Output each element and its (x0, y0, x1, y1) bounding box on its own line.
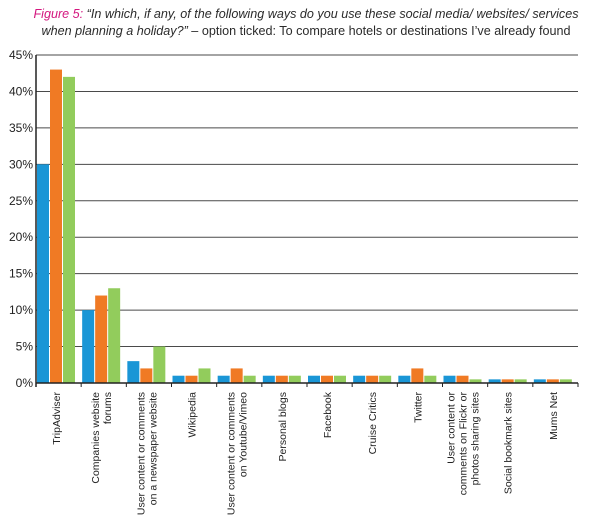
bar-series-3 (108, 288, 121, 383)
bar-series-1 (262, 375, 275, 383)
x-category-label: User content or comments (135, 392, 147, 515)
bar-series-2 (411, 368, 424, 383)
bar-series-1 (398, 375, 411, 383)
x-axis-category-labels: TripAdviser Companies website forums User c… (51, 391, 560, 515)
gridlines (36, 54, 578, 348)
bar-series-3 (334, 375, 346, 383)
bar-series-2 (275, 375, 288, 383)
bar-series-3 (514, 379, 527, 383)
x-category-label: TripAdviser (51, 392, 63, 445)
y-tick-label: 35% (9, 121, 33, 135)
y-tick-label: 10% (9, 303, 33, 317)
bar-series-3 (198, 368, 211, 383)
x-category-label: Companies website (90, 392, 102, 484)
bar-series-2 (50, 69, 62, 384)
bar-series-2 (185, 375, 198, 383)
bar-series-2 (321, 375, 333, 383)
bar-series-2 (456, 375, 469, 383)
figure-label: Figure 5: (33, 7, 84, 21)
x-category-label: photos sharing sites (470, 392, 482, 485)
bar-series-1 (443, 375, 456, 383)
figure-question: “In which, if any, of the following ways… (41, 7, 579, 38)
x-category-label: Social bookmark sites (503, 392, 515, 494)
x-category-label: Wikipedia (187, 392, 199, 438)
bar-series-3 (243, 375, 256, 383)
bar-series-1 (217, 375, 230, 383)
x-category-label: on a newspaper website (147, 392, 159, 505)
y-axis-tick-labels: 0% 5% 10% 15% 20% 25% 30% 35% 40% 45% (9, 48, 33, 390)
bar-series-1 (533, 379, 546, 383)
y-tick-label: 30% (9, 157, 33, 171)
figure-option-text: – option ticked: To compare hotels or de… (187, 24, 571, 38)
axes (35, 55, 579, 387)
y-tick-label: 45% (9, 48, 33, 62)
bar-series-2 (501, 379, 514, 383)
y-tick-label: 40% (9, 84, 33, 98)
bar-series-1 (37, 164, 49, 383)
bar-series-3 (63, 76, 75, 383)
bar-series-2 (95, 295, 108, 383)
bar-series-2 (140, 368, 153, 383)
bars (37, 69, 572, 384)
x-category-label: comments on Flickr or (458, 392, 470, 496)
bar-series-1 (82, 310, 95, 383)
bar-series-2 (546, 379, 559, 383)
x-category-label: Twitter (412, 391, 424, 422)
x-category-label: Personal blogs (277, 392, 289, 461)
x-category-label: Cruise Critics (367, 392, 379, 454)
bar-series-1 (488, 379, 501, 383)
bar-series-3 (469, 379, 482, 383)
bar-series-3 (153, 346, 166, 383)
bar-series-2 (230, 368, 243, 383)
bar-series-1 (353, 375, 366, 383)
bar-series-3 (288, 375, 301, 383)
bar-series-3 (424, 375, 437, 383)
bar-series-3 (379, 375, 392, 383)
x-category-label: User content or (446, 392, 458, 464)
y-tick-label: 15% (9, 267, 33, 281)
y-tick-label: 5% (16, 340, 34, 354)
bar-series-3 (559, 379, 572, 383)
x-category-label: on Youtube/Vimeo (238, 392, 250, 477)
y-tick-label: 0% (16, 376, 34, 390)
x-category-label: User content or comments (226, 392, 238, 515)
x-category-label: forums (102, 392, 114, 424)
figure-title: Figure 5: “In which, if any, of the foll… (20, 6, 592, 40)
bar-series-1 (127, 361, 140, 383)
bar-series-1 (172, 375, 185, 383)
bar-series-1 (308, 375, 320, 383)
x-category-label: Facebook (322, 391, 334, 438)
y-tick-label: 20% (9, 230, 33, 244)
x-category-label: Mums Net (548, 392, 560, 440)
bar-series-2 (366, 375, 379, 383)
y-tick-label: 25% (9, 194, 33, 208)
